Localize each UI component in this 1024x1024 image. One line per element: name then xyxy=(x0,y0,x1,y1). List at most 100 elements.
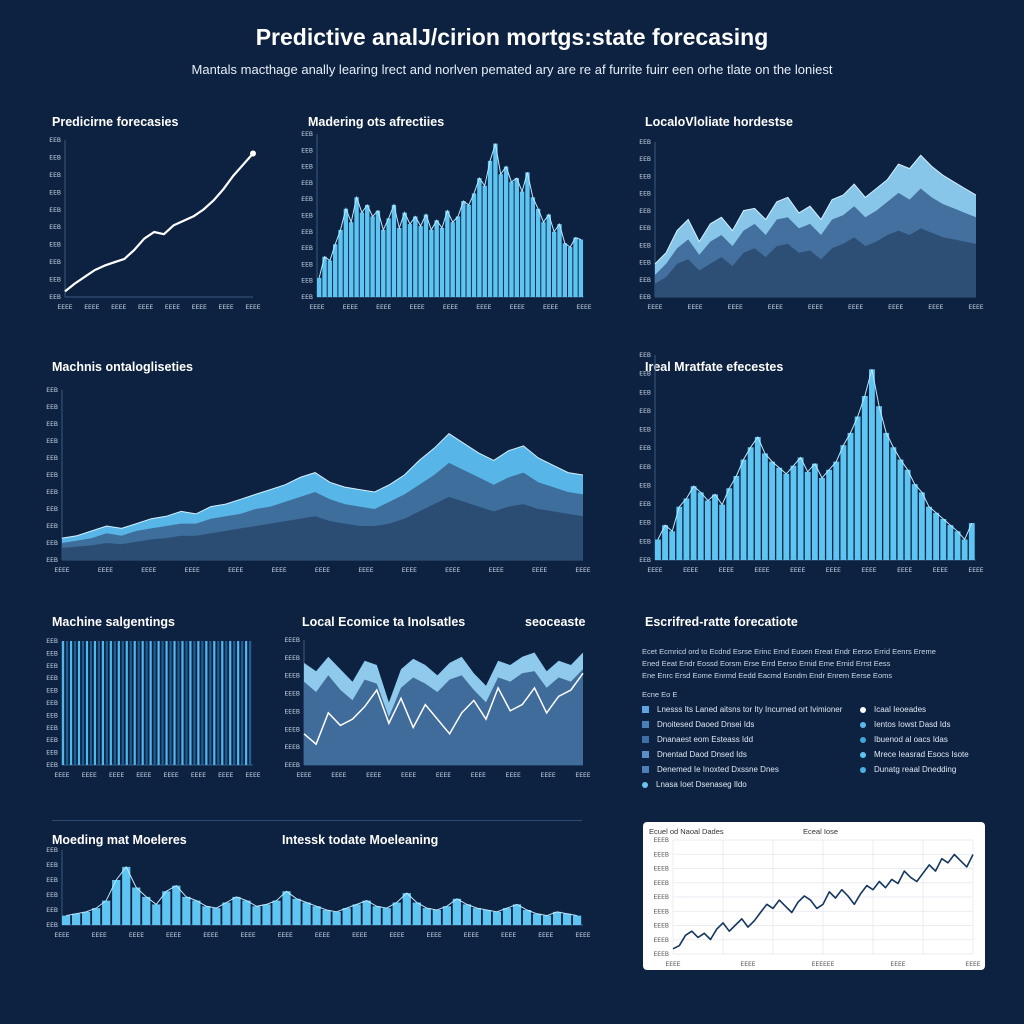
legend-header-line-2: Ened Eeat Endr Eossd Eorsm Erse Errd Eer… xyxy=(642,659,891,668)
y-tick-label: EEB xyxy=(46,489,58,496)
bar xyxy=(332,911,341,926)
bar xyxy=(402,893,411,926)
y-tick-label: EEB xyxy=(46,750,58,757)
bar xyxy=(221,641,224,765)
y-tick-label: EEB xyxy=(639,191,651,198)
y-tick-label: EEB xyxy=(49,242,61,249)
bar xyxy=(762,453,768,560)
x-tick-label: EEEE xyxy=(136,772,151,779)
x-tick-label: EEEE xyxy=(165,304,180,311)
chart-title-c9-right: Intessk todate Moeleaning xyxy=(282,833,439,847)
x-tick-label: EEEE xyxy=(647,304,662,311)
y-tick-label: EEB xyxy=(46,438,58,445)
bar xyxy=(181,641,184,765)
bar xyxy=(192,900,201,926)
y-tick-label: EEB xyxy=(301,164,313,171)
bar xyxy=(359,212,365,297)
bar xyxy=(93,641,97,765)
bar xyxy=(826,469,833,560)
y-tick-label: EEEB xyxy=(285,744,301,751)
y-tick-label: EEB xyxy=(639,538,651,545)
bar xyxy=(77,641,81,765)
x-tick-label: EEEE xyxy=(861,567,876,574)
bar xyxy=(423,214,429,297)
legend-swatch xyxy=(642,781,648,788)
white-chart-card: Ecuel od Naoal Dades Eceal Iose EEEB EEEB… xyxy=(643,822,985,970)
x-tick-label: EEEE xyxy=(185,567,200,574)
x-tick-label: EEEE xyxy=(688,304,703,311)
x-tick-label: EEEE xyxy=(309,304,324,311)
bar xyxy=(854,416,861,560)
legend-swatch xyxy=(860,766,866,773)
y-tick-label: EEB xyxy=(46,523,58,530)
x-tick-label: EEEE xyxy=(57,304,72,311)
bar xyxy=(968,523,975,560)
y-tick-label: EEEB xyxy=(285,691,301,698)
bar xyxy=(81,641,85,765)
bar xyxy=(112,880,121,925)
legend-item-label: Dnanaest eom Esteass Idd xyxy=(657,735,754,744)
bar xyxy=(109,641,112,765)
bar xyxy=(62,915,71,926)
y-tick-label: EEB xyxy=(46,472,58,479)
bar xyxy=(890,447,897,560)
legend-swatch xyxy=(642,706,649,713)
bar xyxy=(169,641,172,765)
bar xyxy=(712,494,718,560)
y-tick-label: EEEB xyxy=(285,708,301,715)
bar xyxy=(172,885,181,926)
bar xyxy=(69,641,73,765)
bar xyxy=(149,641,152,765)
bar xyxy=(272,900,281,926)
bar xyxy=(790,465,797,560)
bar xyxy=(413,216,418,297)
bar xyxy=(262,904,271,926)
bar xyxy=(562,243,568,297)
legend-item-label: Icaal Ieoeades xyxy=(874,705,927,714)
x-tick-label: EEEE xyxy=(358,567,373,574)
y-tick-label: EEB xyxy=(46,638,58,645)
bar xyxy=(165,641,168,765)
bar xyxy=(833,461,840,560)
legend-swatch xyxy=(860,706,866,713)
y-tick-label: EEB xyxy=(639,294,651,301)
bar xyxy=(557,224,562,297)
bar xyxy=(245,641,248,765)
bar xyxy=(173,641,176,765)
bar xyxy=(940,519,947,560)
legend-item: Denemed Ie Inoxted Dxssne Dnes xyxy=(642,765,779,774)
y-tick-label: EEB xyxy=(49,189,61,196)
bar xyxy=(402,212,407,297)
x-tick-label: EEEE xyxy=(203,932,218,939)
chart-title-c2: Madering ots afrectiies xyxy=(308,115,445,129)
x-tick-label: EEEE xyxy=(436,772,451,779)
bar xyxy=(769,461,775,560)
y-tick-label: EEB xyxy=(46,455,58,462)
x-tick-label: EEEE xyxy=(576,304,591,311)
bar xyxy=(213,641,216,765)
chart-title-c6: Machine salgentings xyxy=(52,615,175,629)
y-tick-label: EEB xyxy=(301,196,313,203)
bar xyxy=(343,208,349,297)
bar xyxy=(189,641,192,765)
x-tick-label: EEEE xyxy=(506,772,521,779)
x-tick-label: EEEE xyxy=(575,567,590,574)
bar xyxy=(327,260,333,297)
bar xyxy=(193,641,196,765)
bar xyxy=(121,641,124,765)
x-tick-label: EEEE xyxy=(245,304,260,311)
x-tick-label: EEEE xyxy=(331,772,346,779)
y-tick-label: EEB xyxy=(639,482,651,489)
bar-outline xyxy=(657,369,973,541)
x-tick-label: EEEE xyxy=(352,932,367,939)
bar xyxy=(514,178,519,297)
bar xyxy=(333,244,338,297)
y-tick-label: EEEB xyxy=(654,880,670,887)
bar xyxy=(89,641,93,765)
bar xyxy=(392,902,401,925)
y-tick-label: EEEB xyxy=(654,851,670,858)
bar xyxy=(338,229,343,297)
bar xyxy=(861,396,868,560)
legend-header-line-3: Ene Enrc Ersd Eome Enrmd Eedd Eacmd Eond… xyxy=(642,671,893,680)
bar xyxy=(141,641,144,765)
